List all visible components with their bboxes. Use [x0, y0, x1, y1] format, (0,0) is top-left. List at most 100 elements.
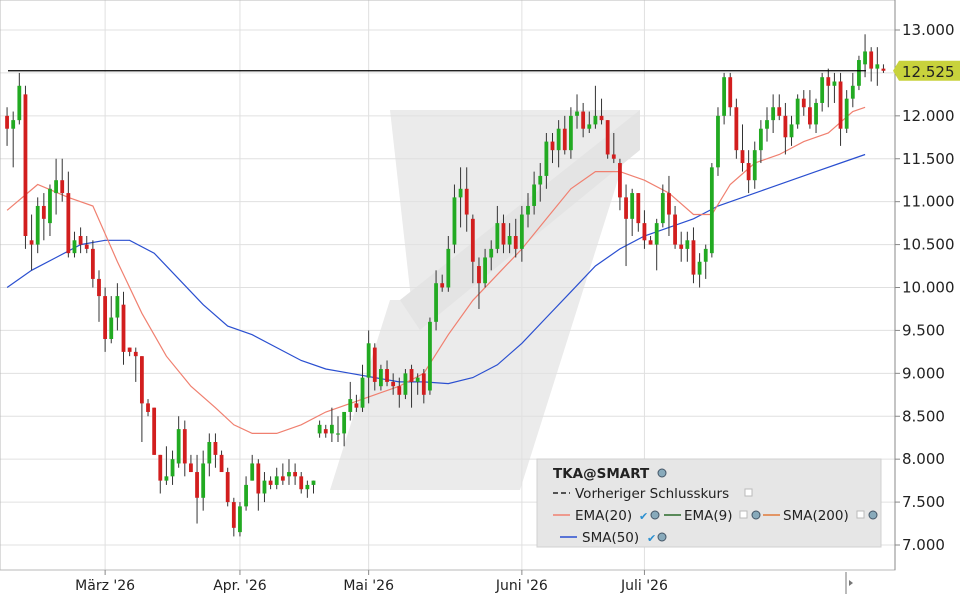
candle-body: [495, 223, 500, 249]
legend-settings-icon-ema20[interactable]: [650, 510, 660, 520]
candle: [164, 446, 169, 485]
candle: [519, 205, 524, 262]
candle-body: [127, 347, 132, 352]
candle: [280, 463, 285, 485]
candle-body: [808, 107, 812, 125]
candle: [477, 257, 481, 309]
sma50-line: [6, 153, 866, 385]
candle-body: [207, 442, 212, 464]
candle: [35, 197, 40, 254]
candle-body: [170, 459, 175, 477]
legend-settings-icon-sma200[interactable]: [868, 510, 878, 520]
candle: [133, 347, 138, 382]
price-badge-bg: [893, 60, 960, 81]
candle: [366, 330, 371, 404]
candle-body: [728, 77, 733, 108]
watermark-logo: [330, 110, 640, 490]
legend-label-prev-close: Vorheriger Schlusskurs: [575, 486, 729, 502]
candle: [716, 107, 720, 176]
legend-label-ema9: EMA(9): [684, 508, 733, 524]
candle: [532, 171, 537, 215]
candle-body: [256, 463, 261, 494]
candle: [5, 107, 9, 146]
candle: [654, 218, 659, 271]
candle-body: [562, 128, 567, 151]
candle-body: [287, 472, 291, 477]
x-tick-label: Juli '26: [620, 578, 668, 594]
candle: [489, 240, 494, 271]
legend-settings-icon-sma50[interactable]: [657, 532, 667, 542]
candle-body: [875, 64, 880, 69]
candle-body: [624, 197, 628, 219]
candle: [783, 102, 788, 155]
legend-label-ema20: EMA(20): [575, 508, 632, 524]
candle: [667, 175, 671, 236]
candle-body: [587, 124, 592, 129]
candle-body: [765, 120, 769, 129]
legend-title-info-icon[interactable]: [657, 468, 667, 478]
legend-settings-icon-ema9[interactable]: [751, 510, 761, 520]
candle-body: [452, 197, 457, 245]
candle-body: [146, 403, 150, 412]
candle-body: [703, 248, 708, 262]
candle: [201, 450, 206, 511]
candle-body: [501, 223, 506, 245]
candle: [428, 317, 432, 395]
candle-body: [611, 154, 616, 159]
candle-body: [305, 484, 310, 490]
candle: [360, 364, 365, 412]
candle-body: [348, 399, 353, 412]
candle-body: [23, 94, 28, 236]
candle-body: [667, 193, 671, 215]
candle-body: [697, 261, 702, 275]
candle-body: [654, 223, 659, 245]
candle-body: [568, 115, 573, 151]
candle: [593, 85, 598, 129]
legend-toggle-ema9[interactable]: [739, 510, 748, 519]
candle: [323, 424, 328, 438]
legend-toggle-sma200[interactable]: [856, 510, 865, 519]
candle: [538, 163, 543, 202]
candle: [84, 236, 89, 254]
candle: [728, 72, 733, 116]
candle-body: [740, 150, 745, 164]
candle: [403, 369, 408, 400]
candle: [231, 497, 236, 537]
legend-toggle-prev-close[interactable]: [744, 488, 753, 497]
candle: [863, 34, 867, 78]
candle-body: [446, 248, 451, 288]
candle: [11, 111, 16, 168]
y-tick-label: 12.000: [902, 107, 955, 125]
candle: [507, 223, 512, 254]
candle: [446, 236, 451, 292]
candle-body: [470, 218, 475, 262]
candle: [397, 377, 402, 408]
candle-body: [323, 429, 328, 434]
scroll-handle[interactable]: [845, 572, 853, 594]
candle-body: [372, 347, 377, 382]
candle: [605, 120, 610, 159]
candle-body: [115, 296, 120, 318]
candle: [630, 188, 635, 236]
candle: [109, 296, 114, 344]
candle: [195, 454, 199, 524]
candle: [78, 227, 83, 254]
candle-body: [238, 506, 242, 533]
candle-body: [458, 188, 463, 198]
candle-body: [532, 184, 537, 206]
check-icon[interactable]: ✔: [639, 510, 648, 523]
candle-body: [709, 167, 714, 254]
candle: [826, 68, 831, 108]
check-icon[interactable]: ✔: [647, 532, 656, 545]
candle-body: [244, 484, 248, 507]
candle: [268, 476, 273, 490]
candle-body: [826, 77, 831, 86]
candle-body: [250, 463, 255, 481]
candle: [581, 102, 586, 138]
candle-body: [121, 304, 126, 352]
candle: [336, 416, 340, 442]
candle-body: [464, 188, 469, 215]
candle: [599, 98, 604, 125]
candle: [115, 283, 120, 331]
candle: [746, 150, 751, 194]
